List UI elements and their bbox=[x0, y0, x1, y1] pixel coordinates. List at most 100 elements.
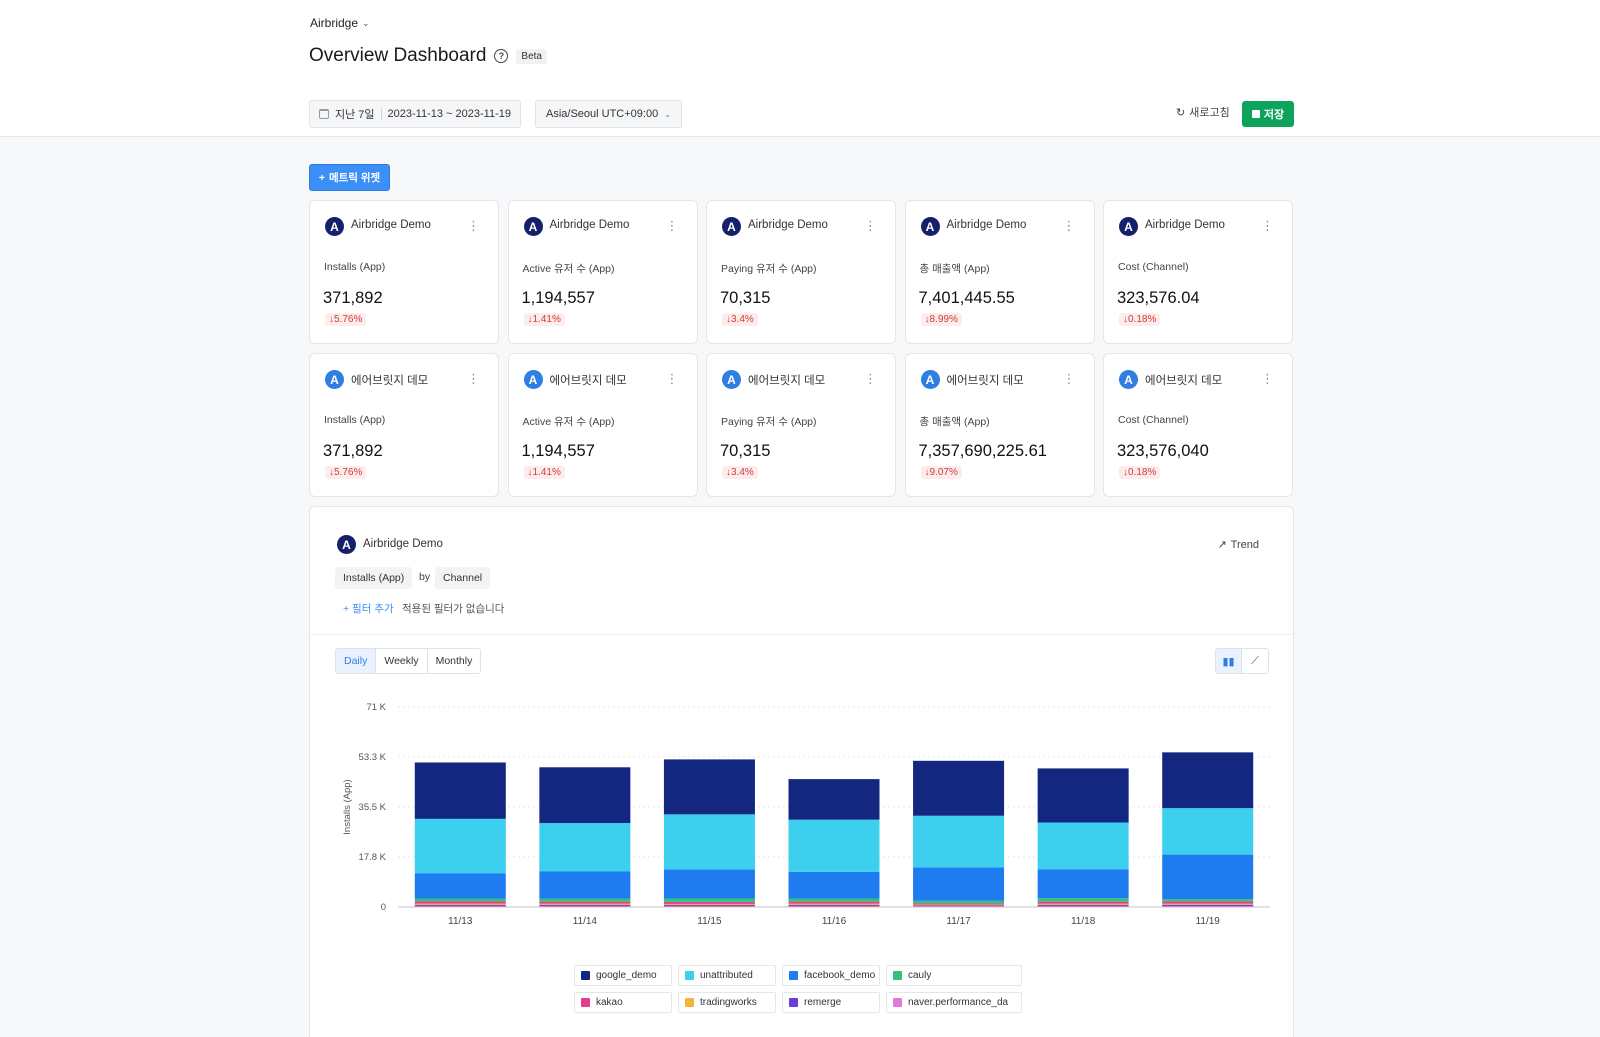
metric-card[interactable]: A 에어브릿지 데모 ⋮ Cost (Channel) 323,576,040 ↓0.18… bbox=[1103, 353, 1293, 497]
add-filter-link[interactable]: + 필터 추가 bbox=[343, 603, 394, 615]
legend-swatch bbox=[789, 998, 798, 1007]
legend-item[interactable]: facebook_demo bbox=[782, 965, 880, 986]
more-options-icon[interactable]: ⋮ bbox=[864, 371, 877, 386]
chevron-down-icon: ⌄ bbox=[664, 109, 671, 119]
card-metric-name: Installs (App) bbox=[324, 261, 386, 273]
add-metric-widget-button[interactable]: + 메트릭 위젯 bbox=[309, 164, 390, 191]
bar-segment-google-demo bbox=[539, 767, 631, 824]
metric-card[interactable]: A 에어브릿지 데모 ⋮ 총 매출액 (App) 7,357,690,225.61 ↓9.… bbox=[904, 353, 1095, 497]
panel-app-name: Airbridge Demo bbox=[363, 538, 443, 550]
more-options-icon[interactable]: ⋮ bbox=[1261, 218, 1274, 233]
bar-segment-unattributed bbox=[913, 815, 1005, 868]
card-metric-value: 70,315 bbox=[720, 442, 771, 460]
metric-pill[interactable]: Installs (App) bbox=[335, 567, 413, 589]
y-tick-label: 17.8 K bbox=[359, 852, 387, 863]
x-tick-label: 11/18 bbox=[1071, 916, 1096, 927]
arrow-down-icon: ↓ bbox=[726, 467, 731, 478]
legend-item[interactable]: kakao bbox=[574, 992, 672, 1013]
app-logo-icon: A bbox=[325, 217, 344, 236]
bar-segment-facebook-demo bbox=[913, 867, 1005, 901]
bar-segment-tradingworks bbox=[1037, 903, 1129, 906]
metric-card[interactable]: A Airbridge Demo ⋮ Active 유저 수 (App) 1,194,5… bbox=[507, 200, 698, 344]
y-axis-label: Installs (App) bbox=[342, 779, 353, 834]
app-switcher[interactable]: Airbridge ⌄ bbox=[310, 16, 370, 30]
more-options-icon[interactable]: ⋮ bbox=[1062, 371, 1076, 386]
help-icon[interactable]: ? bbox=[494, 49, 509, 63]
card-metric-name: 총 매출액 (App) bbox=[919, 416, 990, 428]
metric-card[interactable]: A Airbridge Demo ⋮ Installs (App) 371,892 ↓5.… bbox=[309, 200, 499, 344]
card-metric-value: 1,194,557 bbox=[521, 442, 595, 460]
legend-item[interactable]: naver.performance_da bbox=[886, 992, 1022, 1013]
legend-item[interactable]: google_demo bbox=[574, 965, 672, 986]
bar-segment-unattributed bbox=[539, 823, 631, 872]
metric-card[interactable]: A 에어브릿지 데모 ⋮ Active 유저 수 (App) 1,194,557 ↓1.4… bbox=[507, 353, 698, 497]
date-preset: 지난 7일 bbox=[335, 109, 375, 121]
metric-card[interactable]: A Airbridge Demo ⋮ Cost (Channel) 323,576.04… bbox=[1103, 200, 1293, 344]
refresh-button[interactable]: ↻ 새로고침 bbox=[1176, 104, 1230, 120]
bar-chart-icon[interactable]: ▮▮ bbox=[1216, 649, 1242, 673]
period-monthly[interactable]: Monthly bbox=[427, 649, 481, 673]
legend-label: cauly bbox=[908, 970, 932, 981]
bar-segment-facebook-demo bbox=[539, 871, 631, 899]
legend-item[interactable]: cauly bbox=[886, 965, 1022, 986]
app-logo-icon: A bbox=[722, 217, 741, 236]
legend-swatch bbox=[789, 971, 798, 980]
period-weekly[interactable]: Weekly bbox=[376, 649, 428, 673]
legend-item[interactable]: remerge bbox=[782, 992, 880, 1013]
save-button[interactable]: 저장 bbox=[1242, 101, 1294, 127]
y-tick-label: 0 bbox=[381, 902, 386, 913]
card-metric-name: Paying 유저 수 (App) bbox=[721, 416, 817, 428]
bar-segment-facebook-demo bbox=[1037, 869, 1129, 899]
app-logo-icon: A bbox=[920, 370, 940, 389]
change-value: 5.76% bbox=[334, 467, 363, 478]
more-options-icon[interactable]: ⋮ bbox=[1062, 218, 1076, 233]
app-logo-icon: A bbox=[722, 370, 741, 389]
bar-segment-unattributed bbox=[1037, 822, 1129, 870]
bar-segment-unattributed bbox=[414, 818, 506, 874]
arrow-down-icon: ↓ bbox=[527, 467, 533, 478]
more-options-icon[interactable]: ⋮ bbox=[1261, 371, 1274, 386]
calendar-icon bbox=[319, 109, 329, 119]
trend-button[interactable]: ↗ Trend bbox=[1217, 538, 1259, 552]
more-options-icon[interactable]: ⋮ bbox=[467, 218, 480, 233]
bar-segment-kakao bbox=[539, 901, 631, 904]
date-range-picker[interactable]: 지난 7일 2023-11-13 ~ 2023-11-19 bbox=[309, 100, 521, 128]
arrow-down-icon: ↓ bbox=[726, 314, 731, 325]
card-app-name: 에어브릿지 데모 bbox=[748, 375, 826, 387]
group-by-pill[interactable]: Channel bbox=[435, 567, 491, 589]
legend-item[interactable]: unattributed bbox=[678, 965, 776, 986]
bar-segment-remerge bbox=[1037, 905, 1129, 907]
app-logo-icon: A bbox=[325, 370, 344, 389]
y-tick-label: 71 K bbox=[366, 702, 386, 713]
metric-card[interactable]: A Airbridge Demo ⋮ Paying 유저 수 (App) 70,315 ↓… bbox=[706, 200, 896, 344]
bar-segment-remerge bbox=[913, 905, 1005, 907]
more-options-icon[interactable]: ⋮ bbox=[665, 371, 679, 386]
period-daily[interactable]: Daily bbox=[336, 649, 377, 673]
bar-segment-remerge bbox=[414, 905, 506, 907]
legend-item[interactable]: tradingworks bbox=[678, 992, 776, 1013]
metric-card[interactable]: A 에어브릿지 데모 ⋮ Paying 유저 수 (App) 70,315 ↓3.4% bbox=[706, 353, 896, 497]
app-logo-icon: A bbox=[523, 370, 543, 389]
arrow-down-icon: ↓ bbox=[924, 314, 930, 325]
timezone-select[interactable]: Asia/Seoul UTC+09:00 ⌄ bbox=[535, 100, 682, 128]
bar-segment-google-demo bbox=[663, 759, 755, 815]
app-logo-icon: A bbox=[523, 217, 543, 236]
more-options-icon[interactable]: ⋮ bbox=[864, 218, 877, 233]
metric-card[interactable]: A 에어브릿지 데모 ⋮ Installs (App) 371,892 ↓5.76% bbox=[309, 353, 499, 497]
card-metric-value: 371,892 bbox=[323, 442, 383, 460]
title-row: Overview Dashboard ? Beta bbox=[309, 45, 547, 67]
metric-card[interactable]: A Airbridge Demo ⋮ 총 매출액 (App) 7,401,445.55 ↓… bbox=[904, 200, 1095, 344]
card-app-name: Airbridge Demo bbox=[1145, 219, 1225, 231]
more-options-icon[interactable]: ⋮ bbox=[665, 218, 679, 233]
bar-segment-cauly bbox=[788, 898, 880, 902]
bar-segment-unattributed bbox=[788, 819, 880, 872]
bar-segment-tradingworks bbox=[414, 903, 506, 906]
change-badge: ↓1.41% bbox=[523, 313, 565, 326]
line-chart-icon[interactable]: ⟋ bbox=[1251, 654, 1259, 667]
card-metric-value: 70,315 bbox=[720, 289, 771, 307]
x-tick-label: 11/15 bbox=[697, 916, 722, 927]
card-metric-name: Installs (App) bbox=[324, 414, 386, 426]
refresh-label: 새로고침 bbox=[1189, 107, 1230, 119]
card-app-name: 에어브릿지 데모 bbox=[351, 375, 429, 387]
more-options-icon[interactable]: ⋮ bbox=[467, 371, 480, 386]
